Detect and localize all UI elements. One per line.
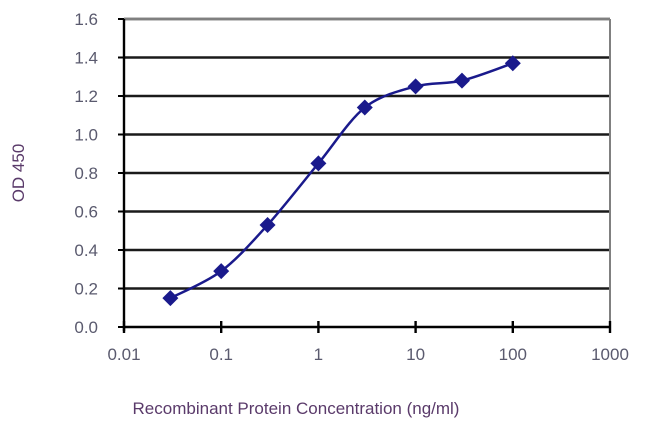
x-tick-label: 0.1 — [209, 345, 233, 364]
y-tick-label: 0.6 — [74, 203, 98, 222]
y-tick-label: 1.4 — [74, 49, 98, 68]
y-tick-label: 0.4 — [74, 241, 98, 260]
y-tick-label: 1.6 — [74, 10, 98, 29]
x-axis-title: Recombinant Protein Concentration (ng/ml… — [133, 399, 460, 418]
y-tick-labels: 0.0 0.2 0.4 0.6 0.8 1.0 1.2 1.4 1.6 — [74, 10, 98, 337]
y-tick-label: 1.2 — [74, 87, 98, 106]
y-tick-label: 1.0 — [74, 126, 98, 145]
data-point-diamond-marker — [453, 72, 470, 89]
data-point-diamond-marker — [213, 263, 230, 280]
plot-frame — [124, 18, 611, 327]
x-tick-label: 10 — [406, 345, 425, 364]
data-point-diamond-marker — [310, 155, 327, 172]
y-axis-title: OD 450 — [9, 144, 28, 203]
data-point-diamond-marker — [162, 290, 179, 307]
data-point-diamond-marker — [504, 55, 521, 72]
gridlines — [124, 17, 610, 290]
data-series — [162, 55, 521, 307]
y-tick-label: 0.2 — [74, 280, 98, 299]
axes — [118, 18, 612, 333]
y-tick-label: 0.8 — [74, 164, 98, 183]
x-tick-label: 1000 — [591, 345, 629, 364]
data-point-diamond-marker — [407, 78, 424, 95]
data-point-diamond-marker — [259, 216, 276, 233]
x-tick-label: 1 — [314, 345, 323, 364]
x-tick-label: 100 — [499, 345, 527, 364]
x-tick-label: 0.01 — [107, 345, 140, 364]
x-tick-labels: 0.01 0.1 1 10 100 1000 — [107, 345, 628, 364]
series-line — [169, 62, 514, 300]
y-tick-label: 0.0 — [74, 318, 98, 337]
data-point-diamond-marker — [356, 99, 373, 116]
